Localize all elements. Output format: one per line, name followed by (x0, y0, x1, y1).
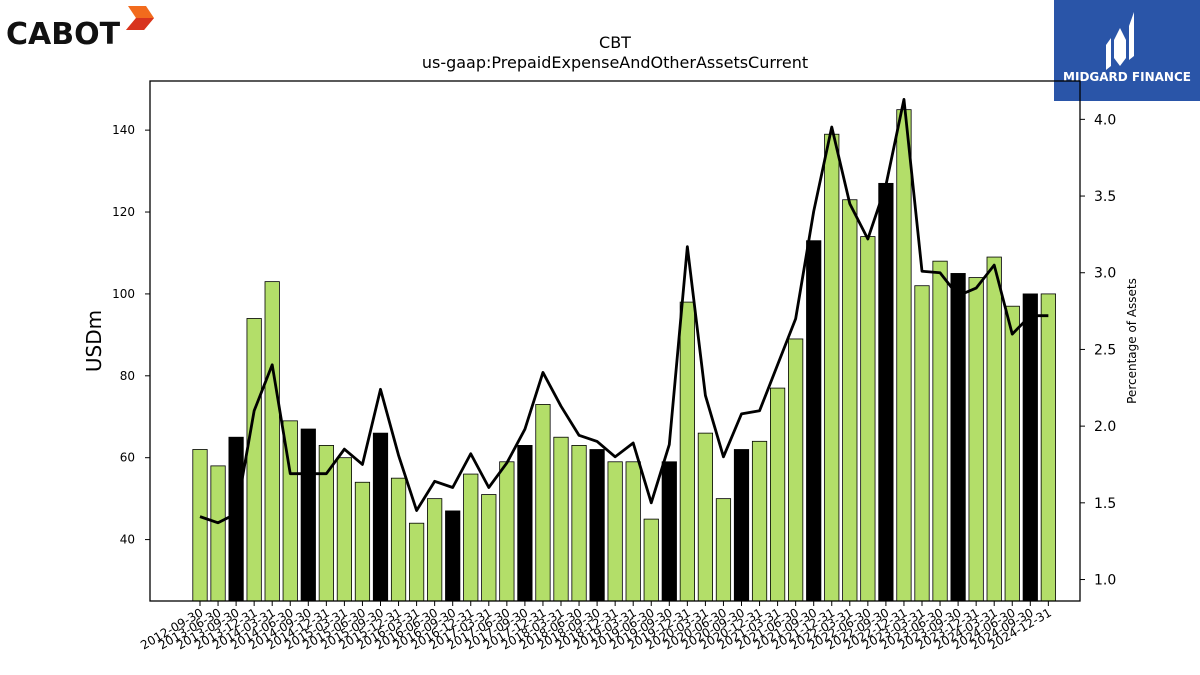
bar (643, 518, 659, 602)
bar (390, 477, 407, 602)
bar (842, 199, 858, 602)
bar (589, 449, 605, 602)
bar (770, 387, 786, 602)
bar (354, 481, 371, 602)
bar (210, 465, 226, 602)
bar (192, 449, 208, 602)
bar (715, 498, 732, 602)
bar (336, 457, 353, 602)
y-tick-label: 120 (112, 205, 135, 219)
svg-text:CABOT: CABOT (6, 17, 121, 52)
midgard-logo-mark (1106, 12, 1134, 70)
y-tick-label: 140 (112, 123, 135, 137)
bar (968, 277, 984, 602)
bar (571, 445, 587, 602)
bar (950, 273, 966, 602)
bar (625, 461, 641, 602)
y2-tick-label: 2.5 (1094, 342, 1116, 358)
y-axis-right: 1.0 1.5 2.0 2.5 3.0 3.5 4.0 (1080, 112, 1116, 589)
bar-series (192, 109, 1056, 602)
bar (788, 338, 804, 602)
bar (697, 432, 714, 602)
bar (1040, 293, 1056, 602)
bar (896, 109, 912, 602)
y2-tick-label: 1.5 (1094, 496, 1116, 512)
y2-axis-label: Percentage of Assets (1125, 278, 1139, 404)
bar (246, 318, 262, 602)
bar (806, 240, 822, 602)
y2-tick-label: 4.0 (1094, 112, 1116, 128)
bar (1004, 305, 1020, 602)
y-axis-left: 40 60 80 100 120 140 (112, 123, 150, 547)
bar (372, 432, 389, 602)
bar (1022, 293, 1038, 602)
y2-tick-label: 2.0 (1094, 419, 1116, 435)
y-tick-label: 60 (120, 451, 135, 465)
bar (553, 436, 569, 602)
bar (463, 473, 479, 602)
x-axis: 2012-09-302013-06-302013-09-302013-12-31… (138, 601, 1054, 652)
bar (535, 404, 551, 602)
bar (481, 494, 497, 602)
chart-subtitle: us-gaap:PrepaidExpenseAndOtherAssetsCurr… (422, 53, 808, 72)
cabot-logo: CABOT (4, 4, 164, 52)
bar (517, 445, 533, 602)
svg-text:MIDGARD FINANCE: MIDGARD FINANCE (1063, 70, 1191, 84)
bar (300, 428, 316, 602)
bar (408, 522, 425, 602)
bar (679, 301, 695, 602)
y-axis-label: USDm (82, 310, 106, 372)
line-series (199, 98, 1049, 525)
y2-tick-label: 3.0 (1094, 266, 1116, 282)
bar (661, 461, 677, 602)
bar (914, 285, 930, 602)
midgard-finance-logo: MIDGARD FINANCE (1054, 0, 1200, 101)
chart-title: CBT (599, 33, 631, 52)
y-tick-label: 40 (120, 533, 135, 547)
bar (986, 256, 1002, 602)
y2-tick-label: 1.0 (1094, 573, 1116, 589)
bar (427, 498, 443, 602)
y-tick-label: 80 (120, 369, 135, 383)
bar (824, 133, 840, 602)
bar (733, 449, 750, 602)
bar (607, 461, 623, 602)
y-tick-label: 100 (112, 287, 135, 301)
bar (264, 281, 280, 602)
bar (878, 182, 894, 602)
bar (228, 436, 244, 602)
y2-tick-label: 3.5 (1094, 189, 1116, 205)
bar (932, 260, 948, 602)
bar (499, 461, 515, 602)
bar (751, 440, 768, 602)
bar (860, 236, 876, 602)
percentage-line (199, 98, 1049, 525)
bar (445, 510, 461, 602)
